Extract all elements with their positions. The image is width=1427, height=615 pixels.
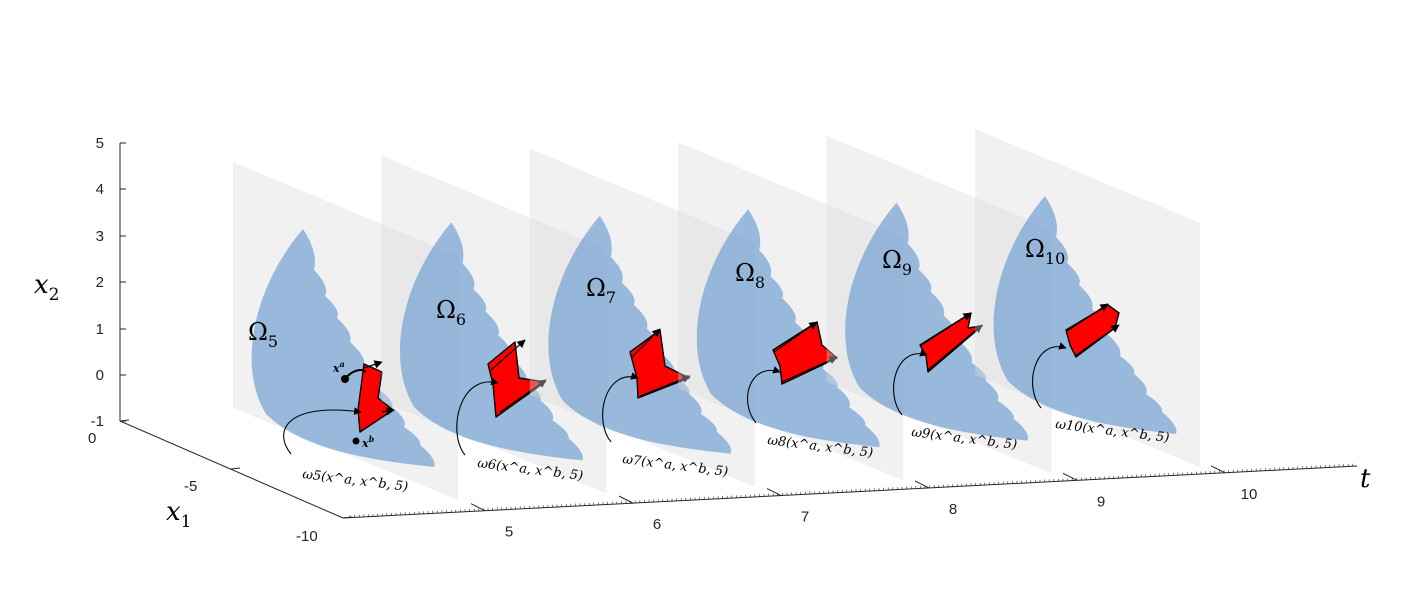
- x1-tick-label: 0: [88, 430, 96, 447]
- xa-connector: [344, 369, 367, 380]
- mapping-arrow: [602, 372, 639, 443]
- direction-arrow: [919, 312, 972, 347]
- feasible-region: [696, 209, 880, 448]
- x2-tick-label: 4: [96, 181, 104, 198]
- x2-tick-label: 3: [96, 228, 104, 245]
- mapping-arrow: [1032, 342, 1067, 409]
- feasible-region: [993, 196, 1177, 434]
- mapping-arrow: [456, 377, 499, 456]
- x2-tick-label: 5: [96, 135, 104, 152]
- point-xa-label: xa: [332, 359, 345, 375]
- x2-tick-label: -1: [91, 413, 104, 430]
- region-label: Ω9: [882, 246, 912, 279]
- x2-axis-label: x2: [34, 270, 60, 305]
- direction-arrow: [781, 356, 838, 383]
- t-tick-label: 9: [1097, 493, 1105, 510]
- point-xb: [352, 437, 360, 445]
- region-label: Ω5: [248, 318, 278, 351]
- region-label: Ω8: [735, 259, 765, 292]
- feasible-region: [845, 202, 1029, 441]
- direction-arrow: [381, 407, 395, 416]
- x2-tick-label: 2: [96, 274, 104, 291]
- region-label: Ω7: [586, 274, 616, 307]
- point-xb-label: xb: [361, 434, 375, 450]
- direction-arrow: [1074, 324, 1120, 357]
- mapping-arrow: [283, 407, 362, 455]
- x2-tick-label: 1: [96, 321, 104, 338]
- direction-arrow: [927, 324, 983, 371]
- direction-arrow: [490, 339, 526, 371]
- t-tick-label: 10: [1241, 486, 1258, 503]
- direction-arrow: [639, 374, 691, 397]
- t-tick-label: 6: [653, 516, 661, 533]
- point-labels: xa xb: [332, 359, 375, 450]
- mapping-arrow: [893, 349, 928, 416]
- x1-tick-label: -5: [184, 478, 197, 495]
- x1-tick-label: -10: [296, 528, 318, 545]
- t-tick-label: 8: [949, 501, 957, 518]
- direction-arrow: [499, 379, 547, 413]
- direction-arrow: [773, 321, 818, 353]
- region-label: Ω6: [436, 296, 466, 329]
- t-tick-label: 7: [801, 509, 809, 526]
- mapping-arrow: [747, 366, 781, 424]
- x1-axis-label: x1: [166, 497, 192, 532]
- region-label: Ω10: [1025, 235, 1065, 268]
- x1-axis: 0 -5 -10 x1: [88, 419, 353, 545]
- t-tick-label: 5: [505, 524, 513, 541]
- t-axis-label: t: [1360, 464, 1371, 494]
- direction-arrow: [631, 328, 661, 358]
- x2-tick-label: 0: [96, 367, 104, 384]
- x2-axis: 5 4 3 2 1 0 -1 x2: [34, 135, 126, 430]
- t-axis: 5 6 7 8 9 10 t: [342, 463, 1371, 541]
- direction-arrow: [1066, 303, 1109, 332]
- feasible-region: [399, 222, 583, 461]
- direction-arrow: [363, 360, 383, 369]
- feasible-region: [548, 215, 732, 454]
